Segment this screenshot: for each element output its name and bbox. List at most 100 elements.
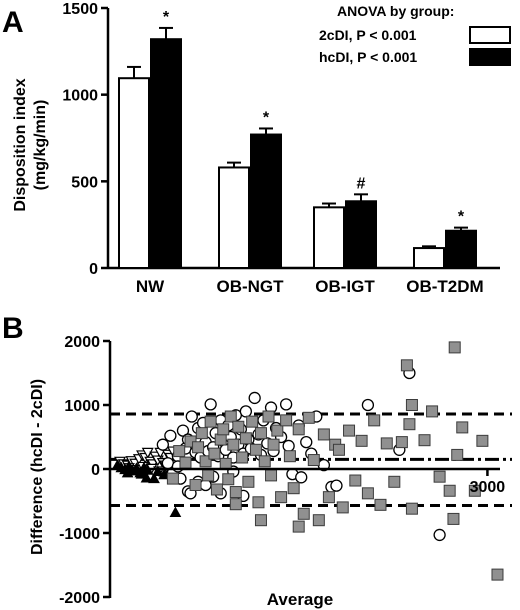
- panel-b-point-square: [219, 457, 232, 470]
- panel-b-point-square: [246, 415, 259, 428]
- panel-b-point-square: [317, 428, 330, 441]
- panel-b-point-square: [400, 359, 413, 372]
- panel-b-point-square: [403, 418, 416, 431]
- panel-b-point-circle: [295, 471, 308, 484]
- panel-a-bar: [313, 206, 345, 269]
- panel-a-ytick-label: 1500: [62, 1, 98, 18]
- panel-b-point-square: [236, 451, 249, 464]
- panel-a-ylabel-line2: (mg/kg/min): [32, 100, 49, 191]
- legend-series-hcdi: hcDI, P < 0.001: [319, 49, 417, 65]
- panel-b-point-square: [468, 484, 481, 497]
- panel-b-point-square: [343, 424, 356, 437]
- panel-b-ytick-label: 2000: [64, 334, 100, 351]
- panel-b-point-triangle-up: [148, 472, 160, 484]
- panel-b-point-square: [275, 491, 288, 504]
- panel-b-point-square: [199, 455, 212, 468]
- panel-b-point-square: [336, 501, 349, 514]
- panel-b-point-circle: [239, 405, 253, 418]
- panel-b-point-square: [302, 411, 315, 424]
- panel-b-point-square: [192, 441, 205, 454]
- panel-b-point-square: [217, 423, 230, 436]
- panel-b-point-square: [388, 475, 401, 488]
- panel-a-bar: [413, 247, 445, 269]
- panel-a-category-label: NW: [136, 277, 165, 296]
- legend-swatch-2cdi: [469, 26, 511, 44]
- panel-a-bar: [250, 133, 282, 269]
- panel-b-point-square: [287, 482, 300, 495]
- panel-a-significance-mark: *: [263, 109, 270, 126]
- panel-a-ylabel: Disposition index (mg/kg/min): [12, 78, 49, 211]
- panel-b-point-square: [322, 491, 335, 504]
- panel-b-point-circle: [279, 398, 293, 411]
- panel-a-category-label: OB-T2DM: [406, 277, 483, 296]
- panel-b-point-square: [405, 399, 418, 411]
- panel-b-point-square: [239, 432, 252, 445]
- panel-b-point-triangle-up: [140, 471, 153, 483]
- panel-a-bar: [218, 166, 250, 269]
- panel-b-point-square: [222, 473, 235, 486]
- panel-b-point-square: [229, 486, 242, 499]
- panel-b-point-square: [283, 450, 296, 463]
- panel-a-label: A: [2, 6, 24, 39]
- panel-b-ytick-label: -1000: [59, 526, 100, 543]
- panel-b-point-circle: [161, 457, 175, 470]
- panel-b-point-square: [210, 483, 223, 496]
- panel-b-point-circle: [330, 479, 343, 492]
- panel-b-point-square: [179, 456, 192, 469]
- panel-b-point-square: [166, 472, 179, 485]
- panel-b-point-square: [312, 514, 325, 527]
- panel-a-bar: [118, 77, 150, 269]
- panel-b-point-circle: [361, 398, 375, 412]
- panel-b-points: [111, 341, 504, 581]
- panel-b-point-square: [258, 455, 271, 468]
- panel-b-point-square: [254, 514, 267, 527]
- legend-title: ANOVA by group:: [337, 3, 454, 19]
- panel-b-point-square: [189, 479, 202, 491]
- panel-b-point-square: [448, 341, 461, 354]
- panel-b-xlabel: Average: [267, 590, 333, 609]
- panel-b-point-triangle-up: [169, 506, 182, 518]
- panel-b-point-square: [292, 520, 305, 533]
- panel-b-y-ticks: -2000 -1000 0 1000 2000: [59, 334, 110, 607]
- panel-b-point-triangle-up: [135, 468, 148, 479]
- panel-b-point-square: [361, 487, 374, 500]
- panel-b-point-square: [173, 445, 186, 458]
- panel-b-point-square: [242, 475, 255, 488]
- panel-b-point-square: [224, 410, 237, 423]
- panel-b-point-square: [395, 436, 408, 449]
- panel-b-point-square: [195, 427, 208, 440]
- panel-b-point-square: [292, 423, 305, 436]
- panel-b-point-square: [252, 496, 265, 509]
- panel-a-ylabel-line1: Disposition index: [12, 78, 29, 211]
- panel-b-point-square: [374, 498, 387, 511]
- panel-b-point-square: [262, 410, 275, 423]
- panel-b-point-square: [443, 484, 456, 497]
- panel-a-category-label: OB-NGT: [216, 277, 284, 296]
- panel-b-ytick-label: 1000: [64, 398, 100, 415]
- panel-b-point-square: [227, 438, 240, 451]
- panel-a-y-ticks: 0 500 1000 1500: [62, 1, 108, 278]
- panel-b-point-square: [456, 421, 469, 434]
- panel-b-point-square: [491, 568, 504, 581]
- panel-a-bar: [345, 200, 377, 269]
- panel-b-point-square: [332, 443, 345, 456]
- panel-b-point-circle: [433, 528, 446, 542]
- panel-b-point-square: [349, 474, 362, 487]
- panel-b-point-circle: [164, 429, 177, 442]
- panel-b-point-circle: [300, 435, 313, 449]
- panel-b-point-square: [254, 427, 267, 440]
- legend-series-2cdi: 2cDI, P < 0.001: [319, 27, 417, 43]
- panel-a-legend: ANOVA by group: 2cDI, P < 0.001 hcDI, P …: [319, 3, 511, 66]
- panel-b-ytick-label: -2000: [59, 590, 100, 607]
- panel-b-point-square: [426, 405, 439, 418]
- panel-b-point-triangle-up: [121, 466, 134, 478]
- panel-a-bar: [150, 38, 182, 270]
- panel-b-ytick-label: 0: [91, 462, 100, 479]
- panel-a-category-label: OB-IGT: [315, 277, 375, 296]
- panel-a-ytick-label: 1000: [62, 88, 98, 105]
- panel-b-x-ticks: 3000: [470, 469, 505, 496]
- panel-b-point-circle: [185, 410, 198, 423]
- panel-a-significance-mark: #: [357, 175, 366, 192]
- panel-b-point-triangle-up: [158, 468, 170, 480]
